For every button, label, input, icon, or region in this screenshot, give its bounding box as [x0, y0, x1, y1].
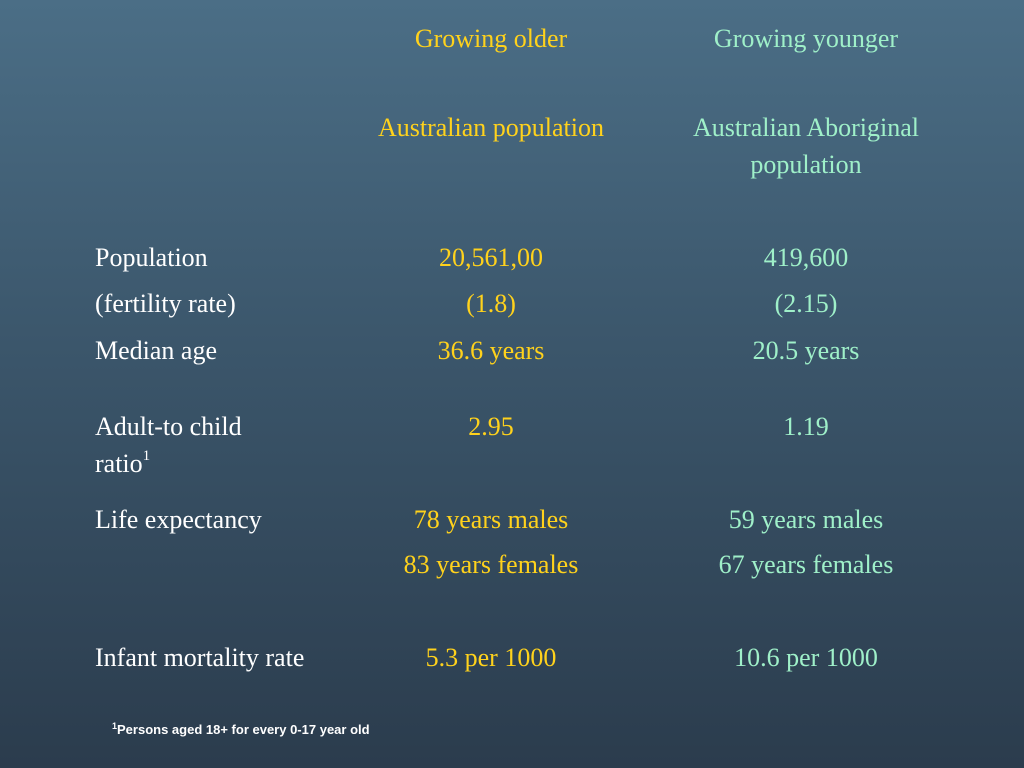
value-population-aboriginal: 419,600 [763, 243, 849, 272]
value-infant-mortality-australian: 5.3 per 1000 [425, 643, 557, 672]
row-label-median-age: Median age [95, 336, 218, 365]
value-life-expectancy-australian-males: 78 years males [413, 505, 569, 534]
value-infant-mortality-aboriginal: 10.6 per 1000 [734, 643, 878, 672]
row-label-adult-child-ratio: Adult-to child ratio1 [95, 408, 295, 482]
heading-growing-younger: Growing younger [713, 24, 899, 53]
value-population-australian: 20,561,00 [439, 243, 543, 272]
value-fertility-australian: (1.8) [466, 289, 516, 318]
value-median-age-australian: 36.6 years [437, 336, 545, 365]
row-label-population: Population [95, 243, 208, 272]
heading-growing-older: Growing older [414, 24, 568, 53]
row-label-life-expectancy: Life expectancy [95, 505, 262, 534]
footnote-marker-superscript: 1 [142, 448, 151, 465]
adult-child-ratio-label-text: Adult-to child ratio [95, 412, 242, 478]
subheading-aboriginal-population: Australian Aboriginal population [692, 113, 919, 179]
footnote: 1Persons aged 18+ for every 0-17 year ol… [112, 720, 370, 738]
value-fertility-aboriginal: (2.15) [774, 289, 838, 318]
footnote-text: Persons aged 18+ for every 0-17 year old [117, 722, 370, 737]
value-adult-child-australian: 2.95 [468, 412, 514, 441]
value-adult-child-aboriginal: 1.19 [783, 412, 829, 441]
value-life-expectancy-aboriginal-males: 59 years males [728, 505, 884, 534]
value-life-expectancy-australian-females: 83 years females [403, 550, 579, 579]
row-label-infant-mortality: Infant mortality rate [95, 643, 305, 672]
footnote-marker: 1 [112, 720, 118, 731]
row-label-fertility-rate: (fertility rate) [95, 289, 236, 318]
value-life-expectancy-aboriginal-females: 67 years females [718, 550, 894, 579]
subheading-australian-population: Australian population [377, 113, 604, 142]
value-median-age-aboriginal: 20.5 years [752, 336, 860, 365]
